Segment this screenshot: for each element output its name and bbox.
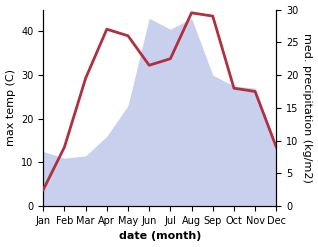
X-axis label: date (month): date (month)	[119, 231, 201, 242]
Y-axis label: med. precipitation (kg/m2): med. precipitation (kg/m2)	[302, 33, 313, 183]
Y-axis label: max temp (C): max temp (C)	[5, 69, 16, 146]
